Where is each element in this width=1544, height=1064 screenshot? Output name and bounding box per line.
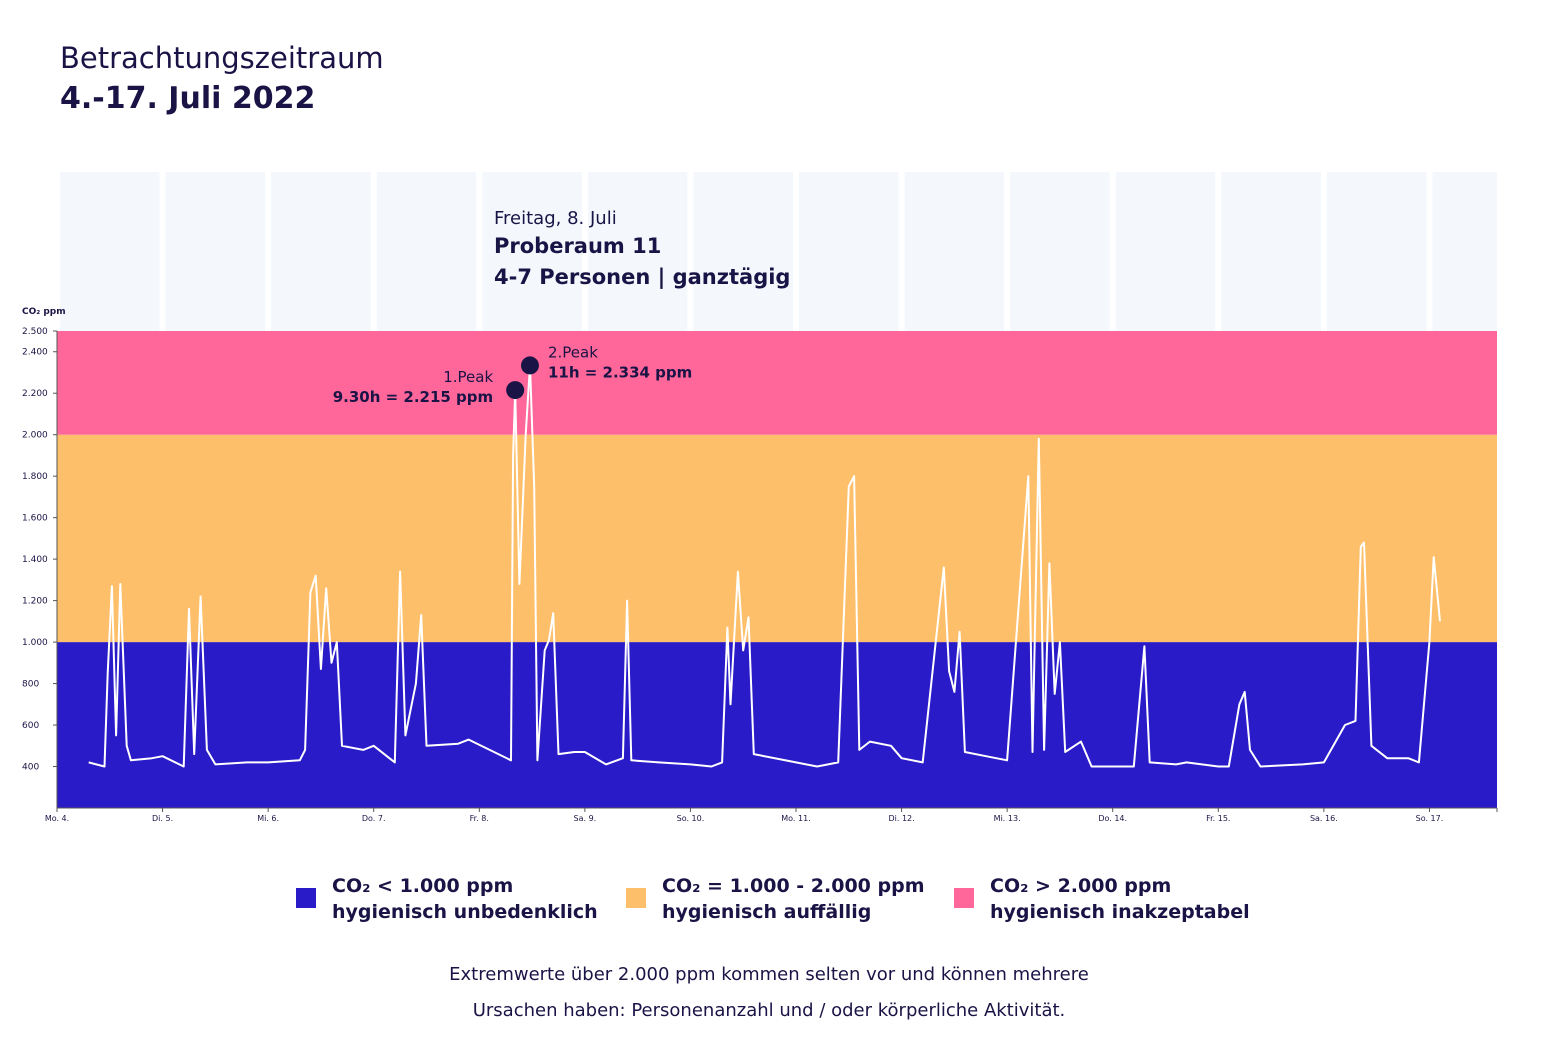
peak-value: 11h = 2.334 ppm (548, 363, 692, 381)
x-tick-label: Fr. 15. (1206, 814, 1230, 823)
y-tick-label: 600 (22, 721, 39, 731)
x-tick-label: Di. 12. (888, 814, 914, 823)
band (57, 331, 1497, 435)
y-tick-label: 1.400 (22, 555, 48, 565)
day-column (693, 172, 794, 331)
legend-name: CO₂ = 1.000 - 2.000 ppm (662, 875, 925, 897)
subtitle: 4.-17. Juli 2022 (60, 81, 315, 116)
y-tick-label: 2.500 (22, 327, 48, 337)
y-tick-label: 1.000 (22, 638, 48, 648)
callout-info: 4-7 Personen | ganztägig (494, 265, 790, 290)
y-axis-label: CO₂ ppm (22, 307, 66, 317)
footnote: Extremwerte über 2.000 ppm kommen selten… (449, 964, 1089, 985)
peak-label: 1.Peak (443, 368, 493, 386)
band (57, 434, 1497, 643)
legend-name: CO₂ > 2.000 ppm (990, 875, 1171, 897)
peak-label: 2.Peak (548, 343, 598, 361)
legend-swatch (954, 888, 974, 908)
day-column (799, 172, 899, 331)
day-column (482, 172, 582, 331)
x-tick-label: Do. 7. (362, 814, 386, 823)
x-tick-label: Sa. 9. (574, 814, 597, 823)
x-tick-label: Do. 14. (1098, 814, 1127, 823)
y-tick-label: 2.200 (22, 389, 48, 399)
x-tick-label: Mo. 11. (781, 814, 810, 823)
band (57, 642, 1497, 808)
x-tick-label: So. 17. (1416, 814, 1444, 823)
legend-swatch (626, 888, 646, 908)
day-column (587, 172, 688, 331)
day-column (1221, 172, 1321, 331)
y-tick-label: 2.400 (22, 348, 48, 358)
x-tick-label: Mi. 13. (994, 814, 1021, 823)
x-tick-label: Sa. 16. (1310, 814, 1338, 823)
y-tick-label: 1.800 (22, 472, 48, 482)
y-tick-label: 800 (22, 680, 39, 690)
day-column (904, 172, 1005, 331)
day-column (1326, 172, 1427, 331)
x-tick-label: So. 10. (677, 814, 705, 823)
y-tick-label: 2.000 (22, 431, 48, 441)
day-column (165, 172, 266, 331)
legend-desc: hygienisch auffällig (662, 901, 871, 923)
callout-room: Proberaum 11 (494, 234, 661, 258)
day-column (271, 172, 371, 331)
y-tick-label: 400 (22, 763, 39, 773)
day-column (376, 172, 477, 331)
y-tick-label: 1.600 (22, 514, 48, 524)
peak-dot (520, 356, 539, 375)
day-column (1115, 172, 1216, 331)
y-tick-label: 1.200 (22, 597, 48, 607)
legend-desc: hygienisch inakzeptabel (990, 901, 1250, 923)
legend-desc: hygienisch unbedenklich (332, 901, 598, 923)
x-tick-label: Di. 5. (152, 814, 173, 823)
peak-dot (506, 381, 525, 400)
peak-value: 9.30h = 2.215 ppm (333, 388, 493, 406)
co2-line (88, 364, 1441, 768)
x-tick-label: Mi. 6. (257, 814, 279, 823)
title: Betrachtungszeitraum (60, 41, 384, 75)
legend-name: CO₂ < 1.000 ppm (332, 875, 513, 897)
x-tick-label: Mo. 4. (45, 814, 69, 823)
footnote: Ursachen haben: Personenanzahl und / ode… (473, 1000, 1066, 1021)
callout-date: Freitag, 8. Juli (494, 208, 617, 229)
day-column (1010, 172, 1110, 331)
x-tick-label: Fr. 8. (470, 814, 489, 823)
legend-swatch (296, 888, 316, 908)
day-column (1432, 172, 1497, 331)
day-column (60, 172, 160, 331)
